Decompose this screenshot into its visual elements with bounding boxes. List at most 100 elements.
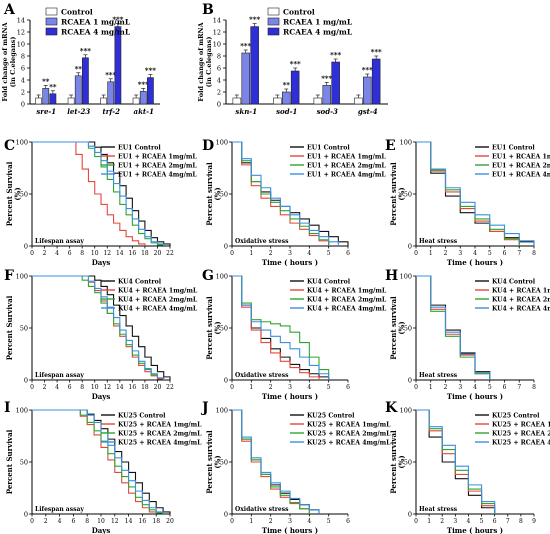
x-tick-label: 4 — [473, 384, 477, 391]
y-axis-label: Percent survival — [389, 430, 398, 494]
x-tick-label: 9 — [532, 518, 536, 525]
panel-label: F — [4, 268, 14, 284]
assay-annotation: Heat stress — [419, 238, 458, 245]
significance-mark: *** — [80, 46, 91, 55]
bar — [250, 26, 259, 105]
x-tick-label: 5 — [327, 384, 331, 391]
x-tick-label: 4 — [467, 518, 471, 525]
x-tick-label: 18 — [152, 518, 160, 525]
assay-annotation: Lifespan assay — [35, 506, 84, 513]
legend-label: KU4 + RCAEA 1mg/mL — [492, 288, 550, 295]
y-axis-label: Percent survival — [389, 296, 398, 360]
y-tick-label: 4 — [21, 77, 25, 85]
legend-label: KU4 + RCAEA 4mg/mL — [307, 306, 387, 313]
bar — [331, 61, 340, 105]
legend-label: KU25 Control — [307, 413, 355, 420]
bar — [354, 97, 363, 105]
y-tick-label: 100 — [16, 273, 28, 281]
survival-chart-j: J 0 50 100 0 1 2 3 4 5 6 Time ( hours ) Percent surv… — [200, 400, 391, 534]
x-tick-label: 10 — [97, 518, 105, 525]
survival-curve-black — [416, 275, 491, 380]
y-tick-label: 50 — [20, 191, 28, 199]
x-tick-label: 14 — [116, 384, 124, 391]
category-label: akt-1 — [134, 107, 154, 116]
legend-label: KU4 Control — [492, 279, 536, 286]
significance-mark: *** — [321, 74, 332, 83]
y-tick-label: 50 — [404, 459, 412, 467]
x-tick-label: 20 — [166, 518, 174, 525]
x-tick-label: 3 — [288, 518, 292, 525]
legend-label: EU1 + RCAEA 4mg/mL — [492, 172, 550, 179]
assay-annotation: Oxidative stress — [235, 506, 289, 513]
legend-label: KU25 + RCAEA 1mg/mL — [118, 422, 202, 429]
y-tick-label: 0 — [224, 511, 228, 519]
legend-label: EU1 + RCAEA 2mg/mL — [307, 163, 386, 170]
legend-swatch — [45, 27, 58, 36]
x-tick-label: 6 — [68, 384, 72, 391]
x-tick-label: 3 — [288, 250, 292, 257]
survival-curve-blue — [32, 141, 165, 246]
x-tick-label: 5 — [327, 250, 331, 257]
x-axis-label: Time ( hours ) — [262, 526, 318, 534]
assay-annotation: Lifespan assay — [35, 238, 84, 245]
bar — [35, 97, 42, 105]
legend-label: KU25 Control — [492, 413, 540, 420]
x-tick-label: 8 — [532, 250, 536, 257]
x-tick-label: 4 — [55, 384, 59, 391]
y-tick-label: 50 — [220, 191, 228, 199]
y-tick-label: 0 — [408, 511, 412, 519]
legend-label: EU1 + RCAEA 1mg/mL — [492, 154, 550, 161]
significance-mark: *** — [145, 66, 156, 75]
legend-label: EU1 Control — [307, 145, 350, 152]
assay-annotation: Lifespan assay — [35, 372, 84, 379]
legend-label: KU4 + RCAEA 2mg/mL — [492, 297, 550, 304]
x-tick-label: 18 — [141, 250, 149, 257]
x-tick-label: 14 — [125, 518, 133, 525]
x-tick-label: 3 — [458, 384, 462, 391]
survival-chart-g: G 0 50 100 0 1 2 3 4 5 6 Time ( hours ) Percent surv… — [202, 268, 387, 401]
x-tick-label: 0 — [30, 250, 34, 257]
category-label: sod-1 — [276, 107, 297, 116]
legend-label: KU25 + RCAEA 2mg/mL — [307, 431, 391, 438]
y-axis-label: Fold change of mRNA — [197, 22, 205, 102]
y-axis-label: (%) — [397, 321, 406, 334]
x-tick-label: 1 — [427, 518, 431, 525]
y-axis-label: Percent Survival — [5, 295, 14, 360]
bar — [74, 75, 82, 105]
legend-label: RCAEA 4 mg/mL — [283, 28, 353, 37]
survival-curve-black — [416, 409, 496, 514]
significance-mark: *** — [138, 80, 149, 89]
legend-label: Control — [61, 8, 93, 17]
x-tick-label: 4 — [307, 384, 311, 391]
y-axis-label: Percent survival — [205, 430, 214, 494]
y-axis-label: Percent Survival — [5, 161, 14, 226]
bar — [67, 97, 75, 105]
bar — [241, 52, 251, 105]
bar — [362, 76, 372, 105]
survival-curve-black — [32, 409, 171, 514]
x-tick-label: 4 — [307, 250, 311, 257]
x-tick-label: 0 — [230, 518, 234, 525]
bar — [42, 88, 50, 105]
x-tick-label: 0 — [30, 518, 34, 525]
x-tick-label: 2 — [43, 250, 47, 257]
assay-annotation: Oxidative stress — [235, 238, 289, 245]
x-tick-label: 12 — [103, 250, 111, 257]
legend-label: RCAEA 4 mg/mL — [61, 28, 131, 37]
x-tick-label: 2 — [43, 384, 47, 391]
y-tick-label: 0 — [217, 101, 221, 109]
y-tick-label: 50 — [220, 325, 228, 333]
significance-mark: *** — [362, 66, 373, 75]
legend-label: KU25 Control — [118, 413, 166, 420]
panel-label: I — [4, 400, 11, 416]
y-axis-label: Fold change of mRNA — [1, 22, 9, 102]
x-tick-label: 22 — [166, 250, 174, 257]
x-tick-label: 0 — [414, 250, 418, 257]
significance-mark: ** — [49, 82, 57, 91]
panel-label: C — [4, 138, 15, 154]
y-tick-label: 14 — [17, 17, 25, 25]
bar — [132, 97, 140, 105]
survival-curve-blue — [416, 275, 491, 380]
x-tick-label: 18 — [141, 384, 149, 391]
legend-label: EU1 + RCAEA 4mg/mL — [118, 172, 197, 179]
